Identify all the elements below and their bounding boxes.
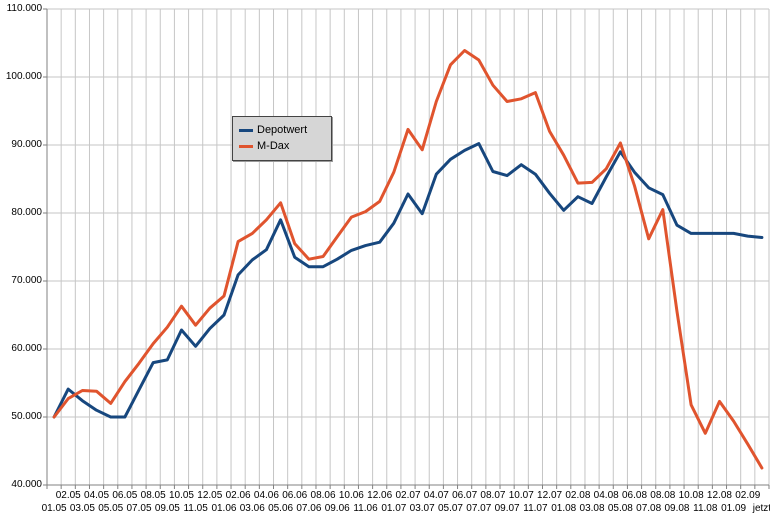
x-tick-label: 01.06 — [211, 503, 237, 514]
y-tick-label: 50.000 — [11, 411, 42, 422]
x-tick-label: 11.08 — [693, 503, 718, 514]
x-tick-label: 10.05 — [168, 490, 194, 501]
x-tick-label: 12.08 — [706, 490, 732, 501]
x-tick-label: 03.07 — [409, 503, 435, 514]
x-tick-label: 08.07 — [480, 490, 506, 501]
x-tick-label: 06.08 — [621, 490, 648, 501]
x-tick-label: 06.07 — [452, 490, 478, 501]
x-tick-label: 09.06 — [324, 503, 350, 514]
x-tick-label: 11.06 — [353, 503, 378, 514]
y-tick-label: 70.000 — [11, 275, 42, 286]
x-tick-label: 04.07 — [423, 490, 449, 501]
x-tick-label: 10.07 — [508, 490, 534, 501]
x-tick-label: 09.05 — [154, 503, 180, 514]
x-tick-label: 01.09 — [721, 503, 747, 514]
x-tick-label: 03.05 — [69, 503, 95, 514]
x-tick-label: 04.06 — [253, 490, 279, 501]
x-tick-label: 01.07 — [381, 503, 407, 514]
x-tick-label: 11.07 — [523, 503, 548, 514]
mdax-line — [52, 49, 764, 470]
x-tick-label: 04.08 — [593, 490, 619, 501]
legend-label-mdax: M-Dax — [257, 140, 290, 152]
mdax-line-swatch — [239, 144, 253, 148]
x-tick-label: 06.06 — [282, 490, 308, 501]
x-tick-label: 02.05 — [55, 490, 81, 501]
y-tick-label: 100.000 — [5, 71, 42, 82]
depotwert-line — [52, 142, 764, 419]
x-tick-label: 05.06 — [268, 503, 294, 514]
y-tick-label: 90.000 — [11, 139, 42, 150]
x-tick-label: 01.08 — [551, 503, 577, 514]
x-tick-label: 09.07 — [494, 503, 520, 514]
x-tick-label: 12.06 — [367, 490, 393, 501]
depotwert-line-swatch — [239, 128, 253, 132]
x-tick-label: 05.07 — [437, 503, 463, 514]
y-tick-label: 80.000 — [11, 207, 42, 218]
x-tick-label: 08.06 — [310, 490, 336, 501]
legend-label-depotwert: Depotwert — [257, 124, 308, 136]
x-tick-label: 07.06 — [296, 503, 322, 514]
y-tick-label: 40.000 — [11, 479, 42, 490]
x-tick-label: 12.07 — [537, 490, 563, 501]
x-tick-label: 02.09 — [735, 490, 761, 501]
x-tick-label: 03.06 — [239, 503, 265, 514]
x-tick-label: 02.06 — [225, 490, 251, 501]
x-tick-label: 05.05 — [98, 503, 124, 514]
x-tick-label: 10.06 — [338, 490, 364, 501]
x-tick-label: jetzt — [752, 503, 770, 514]
y-tick-label: 60.000 — [11, 343, 42, 354]
x-tick-label: 07.07 — [466, 503, 492, 514]
x-tick-label: 10.08 — [678, 490, 704, 501]
x-tick-label: 02.08 — [565, 490, 591, 501]
x-tick-label: 07.05 — [126, 503, 152, 514]
x-tick-label: 11.05 — [183, 503, 208, 514]
legend: Depotwert M-Dax — [232, 116, 332, 161]
legend-item-mdax: M-Dax — [239, 138, 325, 154]
x-tick-label: 09.08 — [664, 503, 690, 514]
legend-item-depotwert: Depotwert — [239, 122, 325, 138]
x-tick-label: 07.08 — [636, 503, 662, 514]
x-tick-label: 05.08 — [607, 503, 633, 514]
x-tick-label: 01.05 — [41, 503, 67, 514]
x-tick-label: 02.07 — [395, 490, 421, 501]
x-tick-label: 04.05 — [84, 490, 110, 501]
x-tick-label: 06.05 — [112, 490, 138, 501]
x-tick-label: 08.05 — [140, 490, 166, 501]
x-tick-label: 12.05 — [197, 490, 223, 501]
x-tick-label: 08.08 — [650, 490, 676, 501]
x-tick-label: 03.08 — [579, 503, 605, 514]
y-tick-label: 110.000 — [6, 3, 42, 14]
